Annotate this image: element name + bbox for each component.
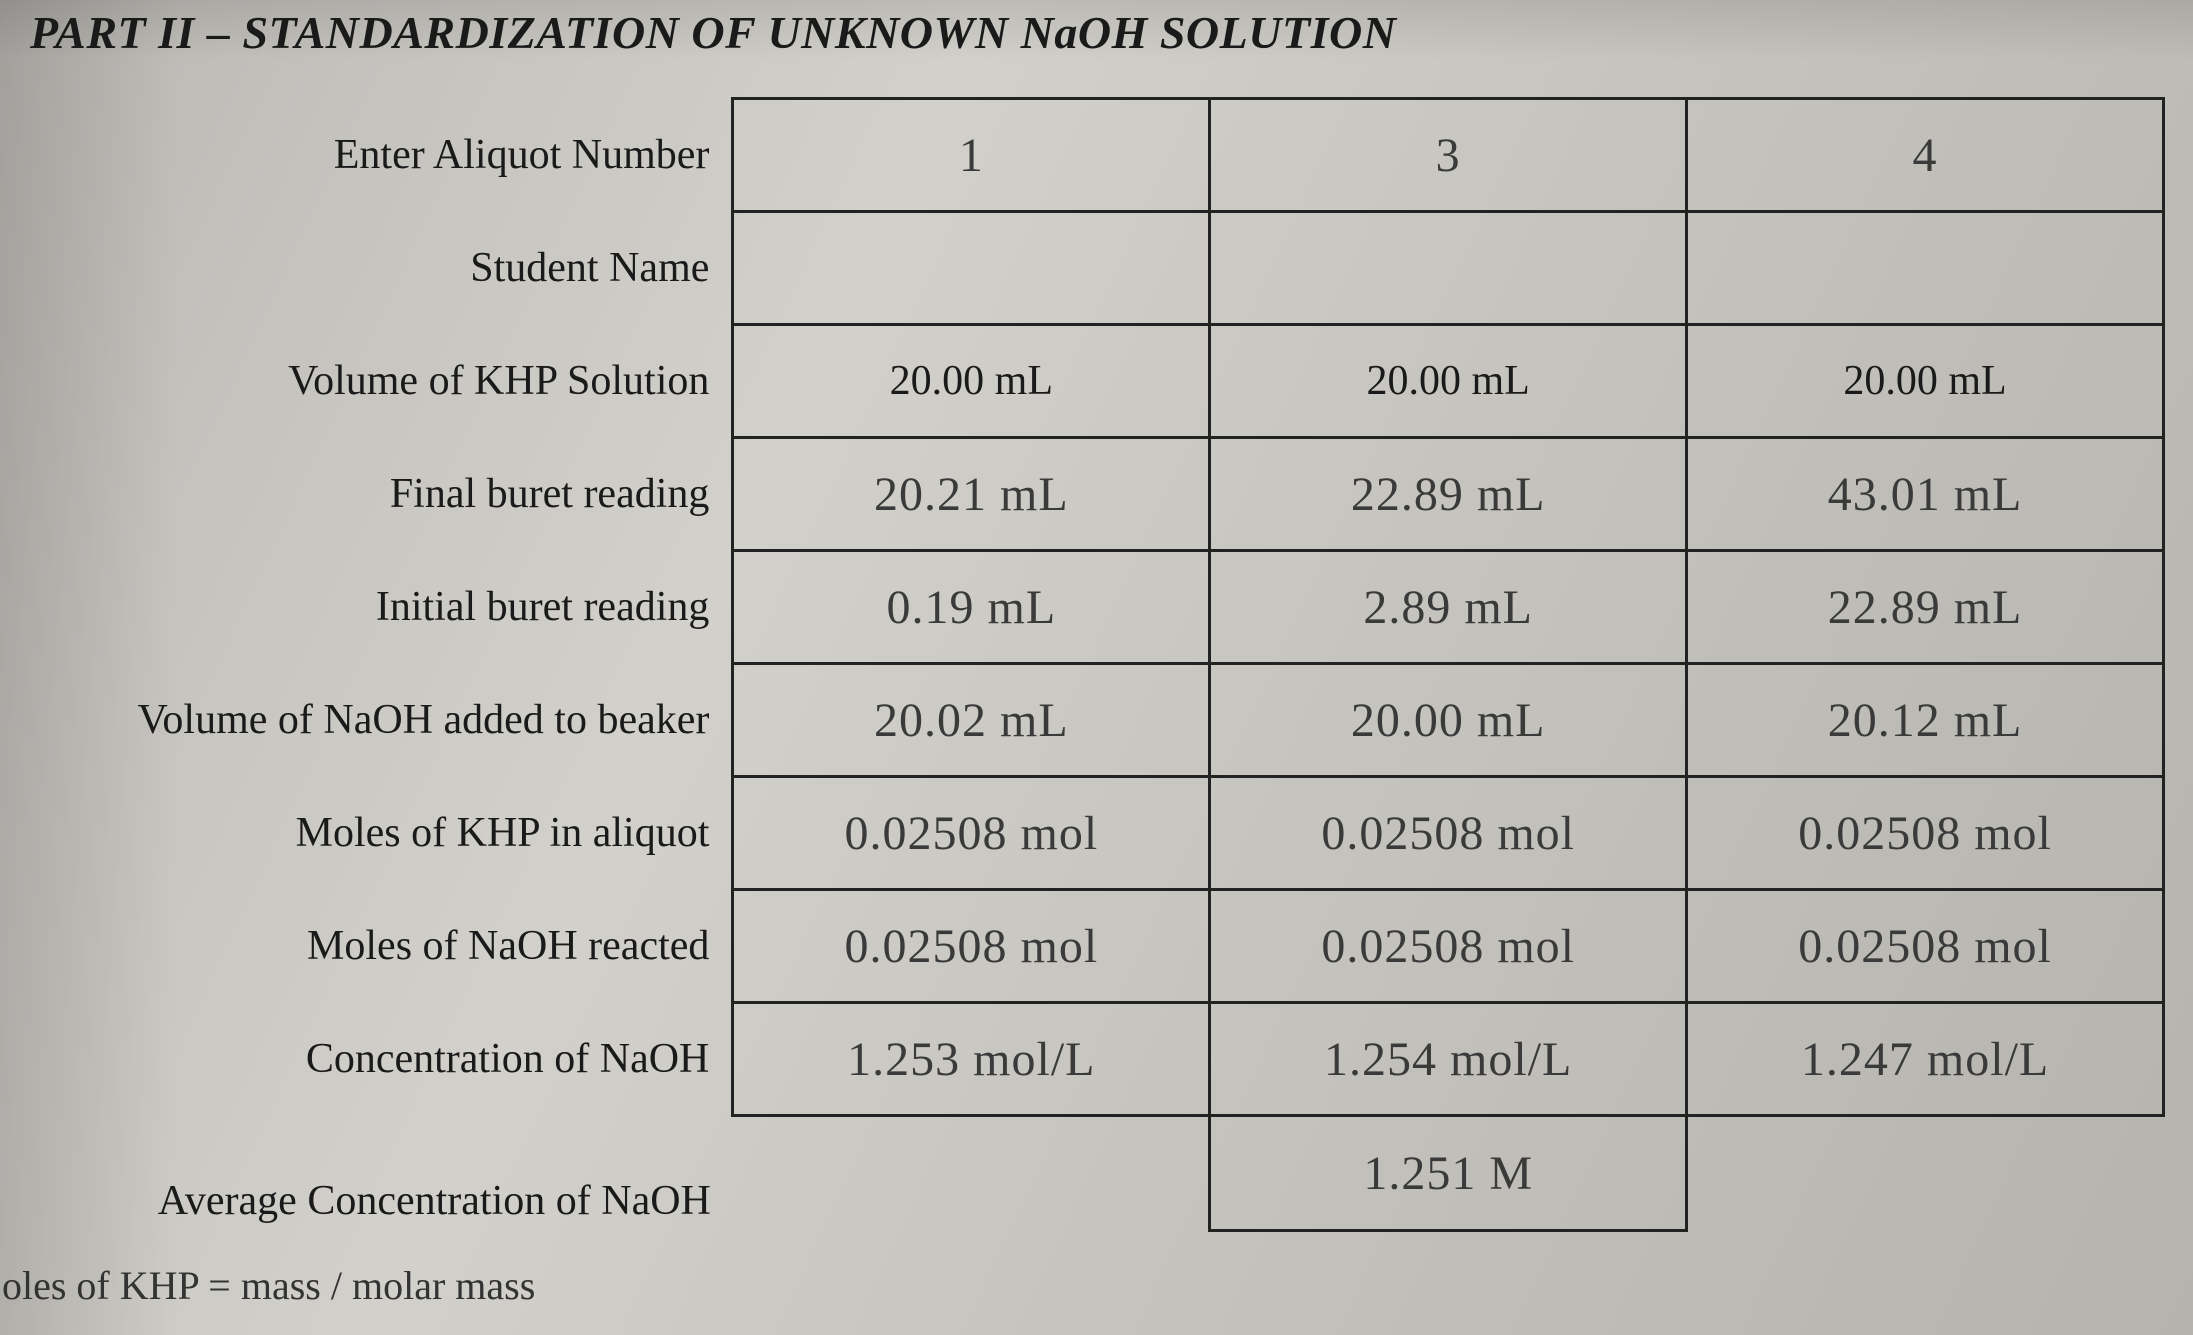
cell-student-2 [1210, 212, 1687, 325]
row-label: Final buret reading [30, 438, 733, 551]
row-label: Average Concentration of NaOH [30, 1116, 733, 1231]
cell-empty [733, 1116, 1210, 1231]
data-table: Enter Aliquot Number 1 3 4 Student Name … [30, 97, 2165, 1232]
row-label: Moles of NaOH reacted [30, 890, 733, 1003]
row-vol-naoh: Volume of NaOH added to beaker 20.02 mL … [30, 664, 2164, 777]
cell-moleskhp-2: 0.02508 mol [1210, 777, 1687, 890]
cell-volnaoh-2: 20.00 mL [1210, 664, 1687, 777]
row-student-name: Student Name [30, 212, 2164, 325]
row-aliquot-number: Enter Aliquot Number 1 3 4 [30, 99, 2164, 212]
handwritten-footnote: oles of KHP = mass / molar mass [2, 1265, 535, 1307]
cell-finalburet-3: 43.01 mL [1687, 438, 2164, 551]
row-avg-conc: Average Concentration of NaOH 1.251 M [30, 1116, 2164, 1231]
cell-volkhp-3: 20.00 mL [1687, 325, 2164, 438]
row-vol-khp: Volume of KHP Solution 20.00 mL 20.00 mL… [30, 325, 2164, 438]
cell-concnaoh-3: 1.247 mol/L [1687, 1003, 2164, 1116]
worksheet-page: PART II – STANDARDIZATION OF UNKNOWN NaO… [0, 0, 2193, 1335]
cell-aliquot-3: 4 [1687, 99, 2164, 212]
cell-volkhp-1: 20.00 mL [733, 325, 1210, 438]
row-final-buret: Final buret reading 20.21 mL 22.89 mL 43… [30, 438, 2164, 551]
row-label: Enter Aliquot Number [30, 99, 733, 212]
cell-initburet-2: 2.89 mL [1210, 551, 1687, 664]
cell-molesnaoh-3: 0.02508 mol [1687, 890, 2164, 1003]
row-initial-buret: Initial buret reading 0.19 mL 2.89 mL 22… [30, 551, 2164, 664]
row-label: Volume of NaOH added to beaker [30, 664, 733, 777]
row-label: Initial buret reading [30, 551, 733, 664]
cell-aliquot-2: 3 [1210, 99, 1687, 212]
cell-moleskhp-1: 0.02508 mol [733, 777, 1210, 890]
cell-initburet-3: 22.89 mL [1687, 551, 2164, 664]
cell-student-3 [1687, 212, 2164, 325]
cell-volkhp-2: 20.00 mL [1210, 325, 1687, 438]
cell-molesnaoh-1: 0.02508 mol [733, 890, 1210, 1003]
row-label: Volume of KHP Solution [30, 325, 733, 438]
row-label: Moles of KHP in aliquot [30, 777, 733, 890]
cell-concnaoh-2: 1.254 mol/L [1210, 1003, 1687, 1116]
cell-empty [1687, 1116, 2164, 1231]
cell-finalburet-1: 20.21 mL [733, 438, 1210, 551]
row-label: Student Name [30, 212, 733, 325]
cell-moleskhp-3: 0.02508 mol [1687, 777, 2164, 890]
row-conc-naoh: Concentration of NaOH 1.253 mol/L 1.254 … [30, 1003, 2164, 1116]
footnote-line-1: oles of KHP = mass / molar mass [2, 1263, 535, 1308]
cell-volnaoh-1: 20.02 mL [733, 664, 1210, 777]
cell-avgconc: 1.251 M [1210, 1116, 1687, 1231]
row-label: Concentration of NaOH [30, 1003, 733, 1116]
cell-student-1 [733, 212, 1210, 325]
row-moles-khp: Moles of KHP in aliquot 0.02508 mol 0.02… [30, 777, 2164, 890]
cell-molesnaoh-2: 0.02508 mol [1210, 890, 1687, 1003]
cell-aliquot-1: 1 [733, 99, 1210, 212]
section-title: PART II – STANDARDIZATION OF UNKNOWN NaO… [30, 0, 2163, 59]
cell-concnaoh-1: 1.253 mol/L [733, 1003, 1210, 1116]
cell-finalburet-2: 22.89 mL [1210, 438, 1687, 551]
cell-volnaoh-3: 20.12 mL [1687, 664, 2164, 777]
cell-initburet-1: 0.19 mL [733, 551, 1210, 664]
row-moles-naoh: Moles of NaOH reacted 0.02508 mol 0.0250… [30, 890, 2164, 1003]
